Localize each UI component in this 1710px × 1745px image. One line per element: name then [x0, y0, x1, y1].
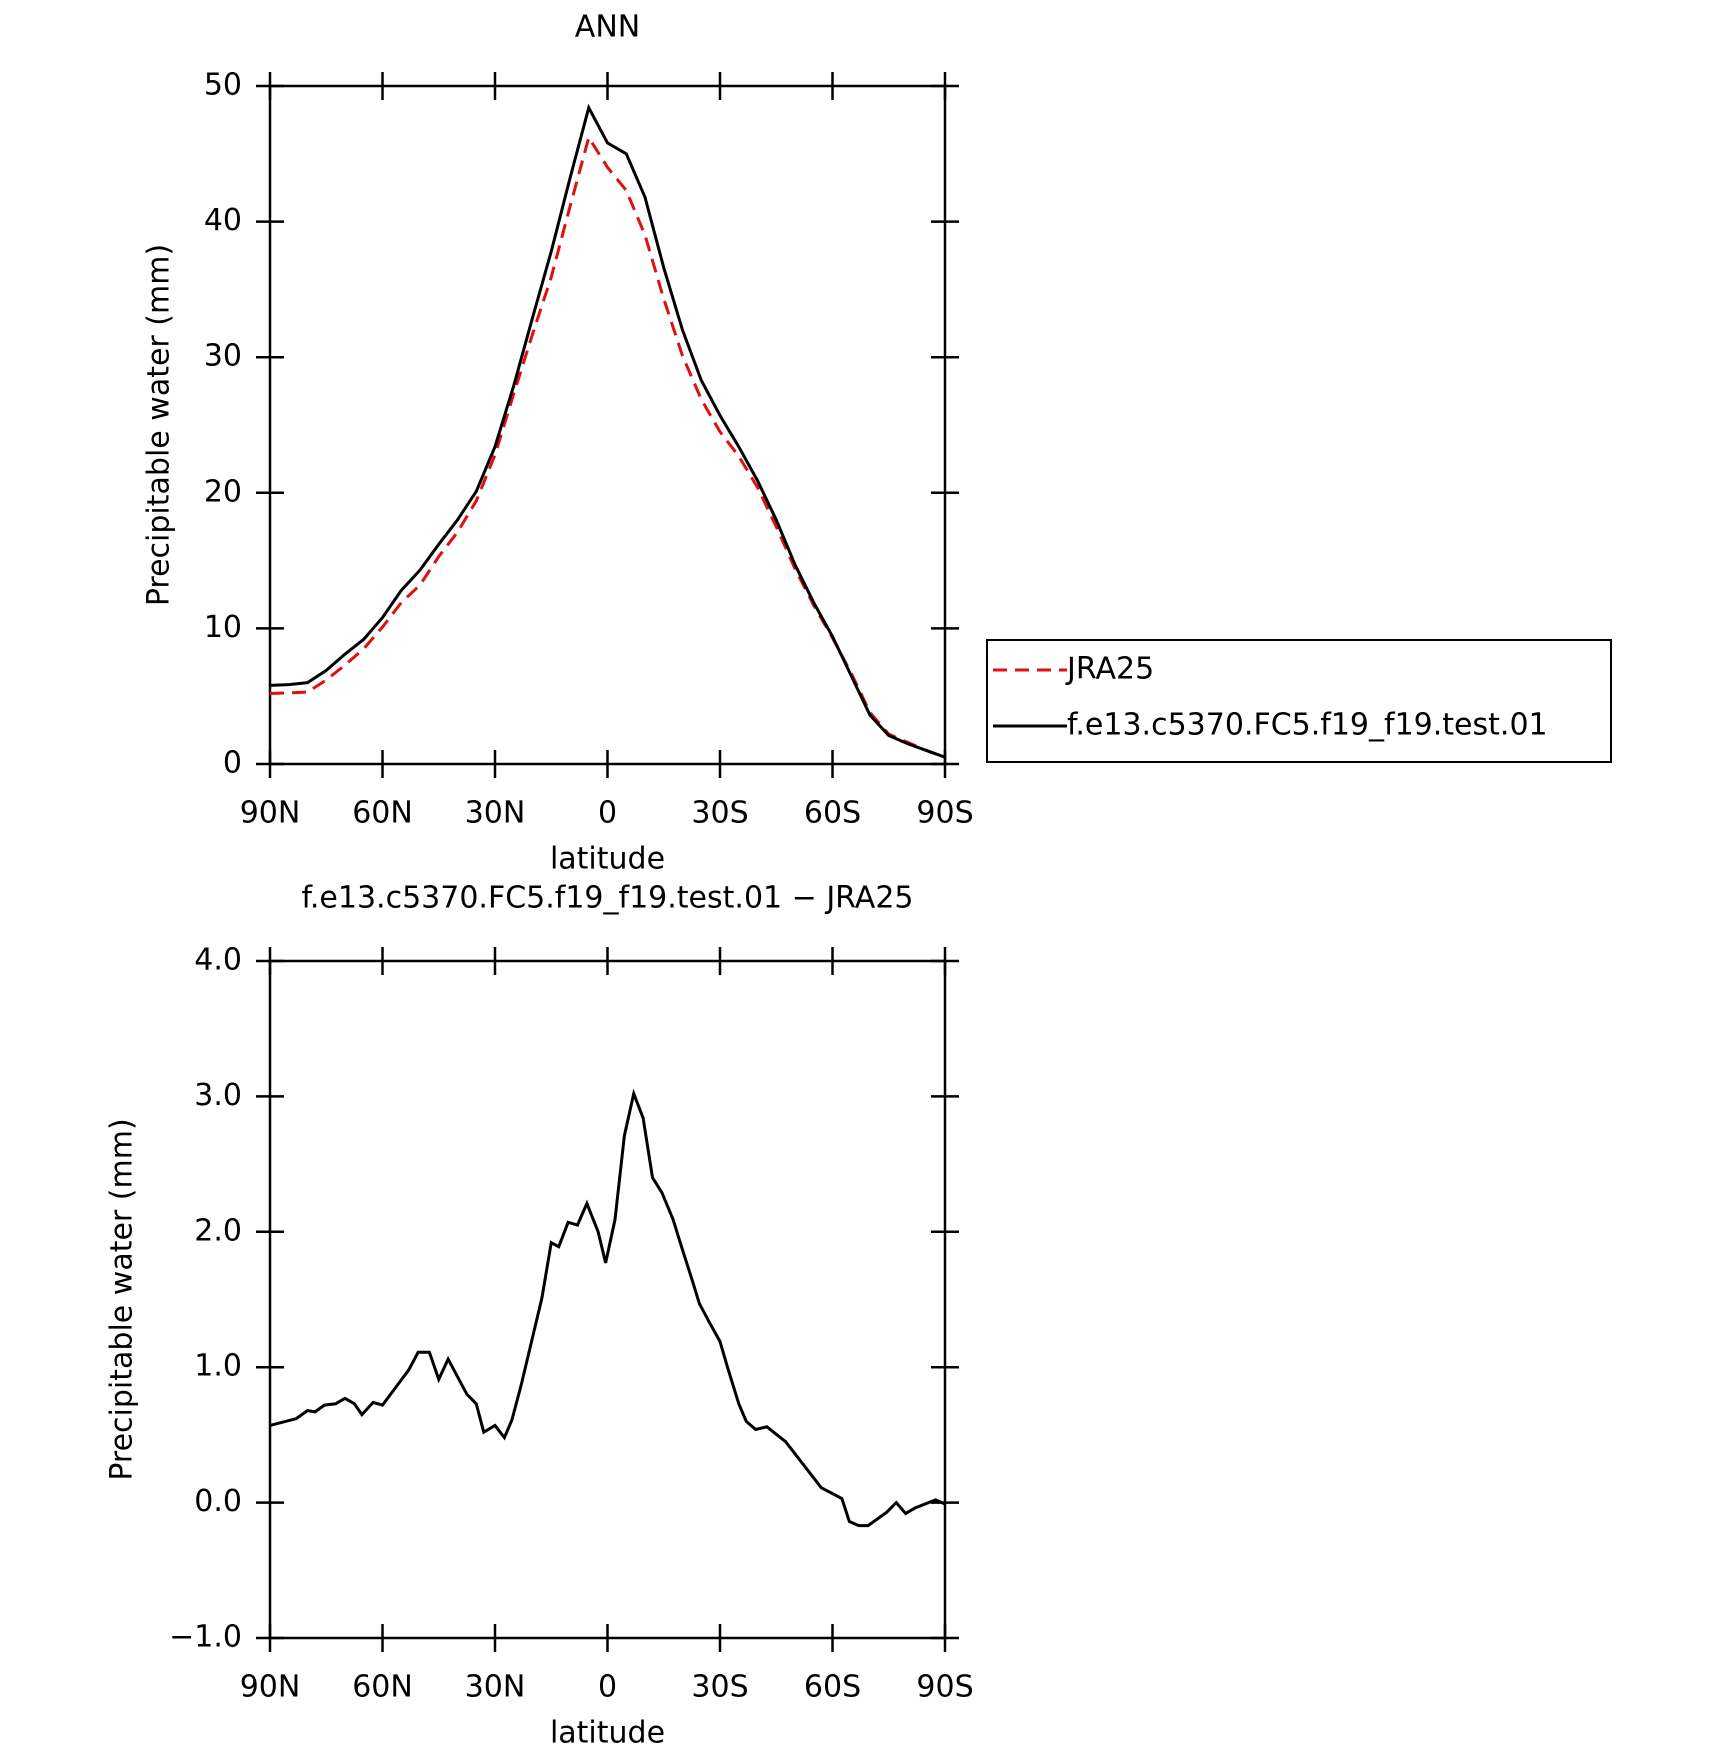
y-tick-label: 10	[204, 610, 242, 645]
chart-title: f.e13.c5370.FC5.f19_f19.test.01 − JRA25	[302, 881, 914, 916]
y-axis-label: Precipitable water (mm)	[105, 1118, 140, 1480]
y-tick-label: 4.0	[194, 943, 242, 978]
x-tick-label: 90S	[916, 1670, 973, 1705]
y-tick-label: 2.0	[194, 1213, 242, 1248]
y-tick-label: 0.0	[194, 1484, 242, 1519]
x-axis-label: latitude	[550, 1716, 665, 1745]
x-tick-label: 90S	[916, 796, 973, 831]
x-tick-label: 0	[598, 1670, 617, 1705]
x-tick-label: 90N	[240, 796, 301, 831]
plot-frame	[268, 959, 947, 1640]
x-tick-label: 30S	[691, 796, 748, 831]
y-tick-label: 20	[204, 474, 242, 509]
legend-box	[986, 639, 1612, 763]
legend-label: JRA25	[1065, 652, 1154, 687]
x-tick-label: 30N	[465, 1670, 526, 1705]
data-line	[269, 1088, 946, 1528]
y-tick-label: 50	[204, 68, 242, 103]
x-tick-label: 60N	[352, 1670, 413, 1705]
chart-title: ANN	[575, 10, 640, 45]
legend-label: f.e13.c5370.FC5.f19_f19.test.01	[1067, 708, 1548, 743]
x-tick-label: 0	[598, 796, 617, 831]
data-line	[269, 133, 946, 759]
x-tick-label: 60N	[352, 796, 413, 831]
x-tick-label: 30S	[691, 1670, 748, 1705]
y-tick-label: 30	[204, 339, 242, 374]
y-tick-label: 40	[204, 203, 242, 238]
x-tick-label: 90N	[240, 1670, 301, 1705]
y-tick-label: 1.0	[194, 1349, 242, 1384]
x-tick-label: 30N	[465, 796, 526, 831]
x-tick-label: 60S	[804, 1670, 861, 1705]
data-line	[269, 103, 946, 759]
plot-frame	[268, 84, 947, 766]
y-axis-label: Precipitable water (mm)	[142, 244, 177, 606]
x-axis-label: latitude	[550, 842, 665, 877]
x-tick-label: 60S	[804, 796, 861, 831]
y-tick-label: 0	[223, 746, 242, 781]
y-tick-label: −1.0	[169, 1620, 242, 1655]
y-tick-label: 3.0	[194, 1078, 242, 1113]
